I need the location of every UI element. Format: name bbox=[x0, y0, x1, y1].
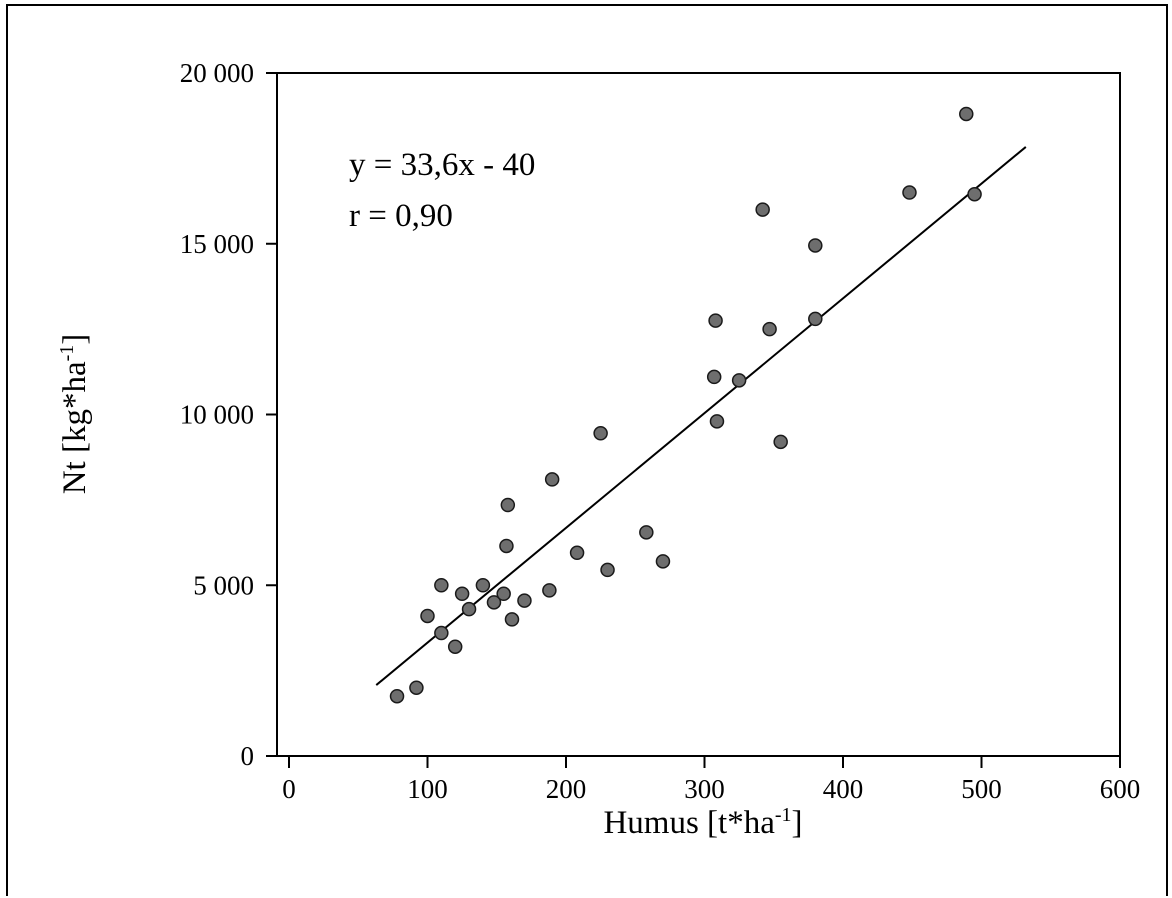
data-point bbox=[461, 601, 477, 617]
data-point bbox=[434, 625, 449, 641]
x-tick-label: 600 bbox=[1100, 774, 1141, 804]
y-tick-label: 10 000 bbox=[180, 400, 254, 430]
data-point bbox=[486, 595, 502, 610]
data-point bbox=[569, 545, 585, 561]
data-point bbox=[731, 373, 747, 388]
data-points bbox=[389, 106, 982, 704]
data-point bbox=[808, 311, 823, 327]
x-axis-ticks: 0 100 200 300 400 500 600 bbox=[282, 756, 1140, 804]
y-tick-label: 0 bbox=[241, 741, 255, 771]
regression-line bbox=[375, 146, 1027, 686]
data-point bbox=[655, 554, 671, 569]
data-point bbox=[409, 680, 424, 695]
x-tick-label: 400 bbox=[823, 774, 864, 804]
data-point bbox=[499, 538, 514, 554]
data-point bbox=[542, 583, 557, 598]
data-point bbox=[434, 578, 449, 593]
figure-frame bbox=[6, 4, 1168, 896]
data-point bbox=[544, 472, 560, 487]
y-tick-label: 5 000 bbox=[193, 570, 254, 600]
correlation-annotation: r = 0,90 bbox=[349, 198, 453, 234]
data-point bbox=[475, 578, 491, 593]
data-point bbox=[773, 434, 788, 450]
data-point bbox=[389, 688, 405, 704]
x-tick-label: 500 bbox=[961, 774, 1002, 804]
y-axis-ticks: 0 5 000 10 000 15 000 20 000 bbox=[180, 58, 278, 771]
data-point bbox=[504, 612, 520, 627]
data-point bbox=[447, 639, 463, 654]
data-point bbox=[454, 586, 470, 602]
data-point bbox=[420, 608, 435, 624]
data-point bbox=[959, 106, 974, 122]
data-point bbox=[496, 586, 511, 602]
data-point bbox=[708, 313, 723, 328]
data-point bbox=[517, 593, 532, 608]
data-point bbox=[600, 562, 615, 578]
x-tick-label: 300 bbox=[684, 774, 725, 804]
x-axis-title: Humus [t*ha-1] bbox=[603, 804, 802, 841]
x-tick-label: 100 bbox=[407, 774, 448, 804]
x-tick-label: 0 bbox=[282, 774, 296, 804]
data-point bbox=[706, 369, 722, 385]
data-point bbox=[639, 525, 654, 540]
data-point bbox=[808, 238, 823, 253]
x-tick-label: 200 bbox=[546, 774, 587, 804]
data-point bbox=[593, 426, 608, 441]
data-point bbox=[902, 185, 917, 200]
equation-annotation: y = 33,6x - 40 bbox=[349, 147, 535, 183]
data-point bbox=[709, 414, 725, 429]
data-point bbox=[755, 202, 770, 217]
y-axis-title: Nt [kg*ha-1] bbox=[56, 334, 93, 495]
data-point bbox=[762, 321, 777, 337]
y-tick-label: 20 000 bbox=[180, 58, 254, 88]
data-point bbox=[967, 186, 982, 202]
data-point bbox=[500, 497, 516, 513]
y-tick-label: 15 000 bbox=[180, 229, 254, 259]
